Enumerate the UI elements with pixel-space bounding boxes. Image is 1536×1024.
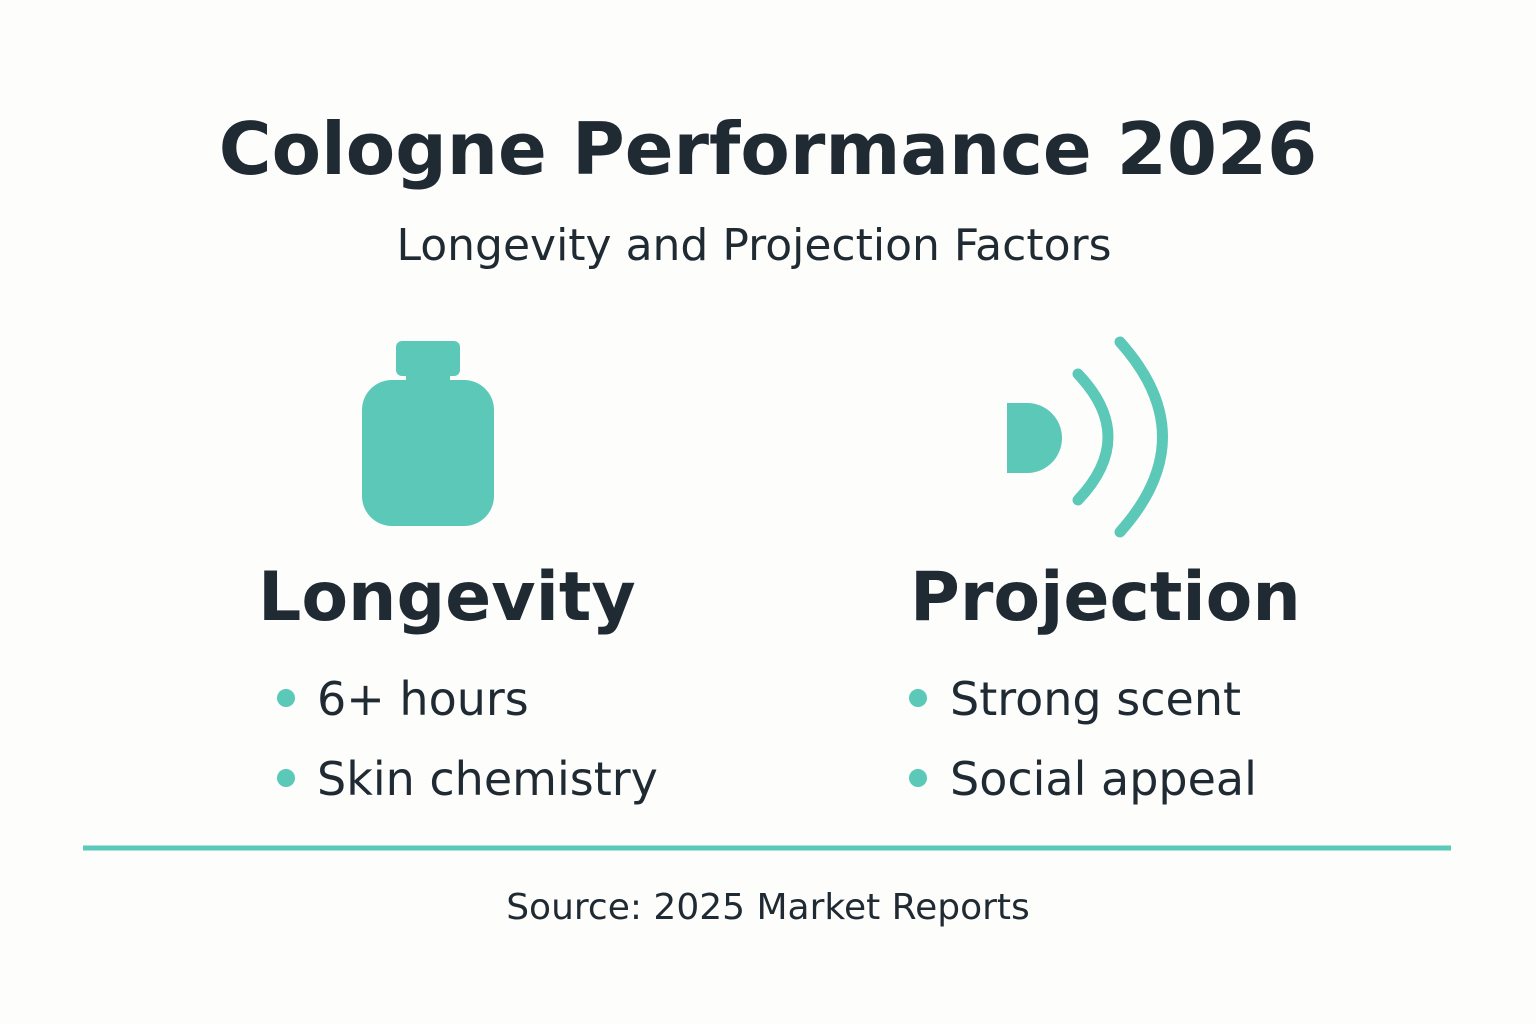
projection-icon — [1007, 336, 1168, 538]
bullet — [277, 769, 295, 787]
column-heading: Longevity — [258, 558, 636, 637]
list-item: Strong scent — [950, 672, 1241, 726]
bullet — [909, 689, 927, 707]
list-item: Social appeal — [950, 752, 1257, 806]
bottle-icon — [362, 341, 494, 526]
list-item: 6+ hours — [317, 672, 529, 726]
list-item: Skin chemistry — [317, 752, 658, 806]
source-note: Source: 2025 Market Reports — [506, 887, 1030, 928]
column-heading: Projection — [910, 558, 1301, 637]
title: Cologne Performance 2026 — [219, 107, 1317, 191]
bullet — [909, 769, 927, 787]
bullet — [277, 689, 295, 707]
subtitle: Longevity and Projection Factors — [396, 220, 1111, 271]
